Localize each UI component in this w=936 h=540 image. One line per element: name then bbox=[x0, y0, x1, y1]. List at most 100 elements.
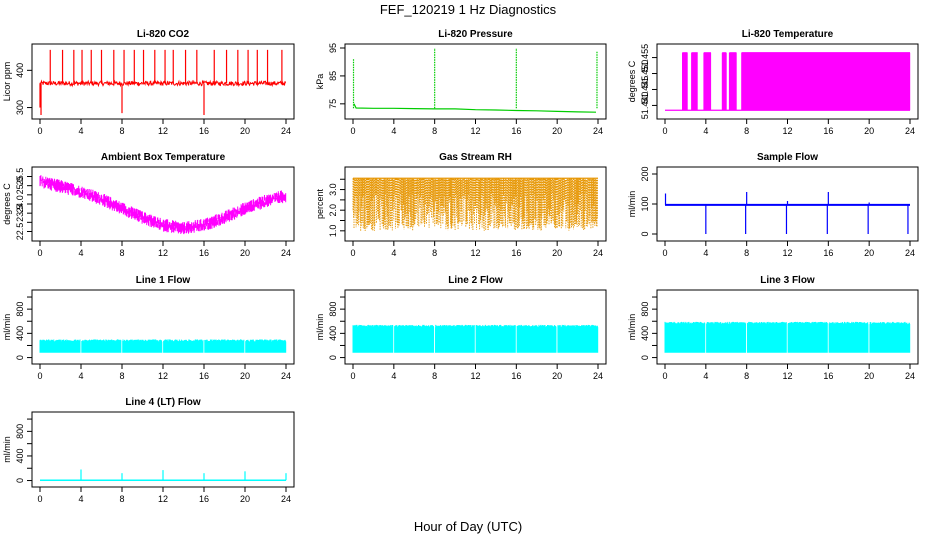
x-tick-label: 0 bbox=[662, 248, 667, 258]
x-tick-label: 20 bbox=[552, 126, 562, 136]
panel-line2: Line 2 Flow ml/min 0 4 8 12 16 20 24 0 400 800 bbox=[315, 275, 607, 381]
y-tick-label: 0 bbox=[15, 355, 25, 360]
x-tick-label: 20 bbox=[240, 248, 250, 258]
x-tick-label: 16 bbox=[199, 126, 209, 136]
x-tick-label: 0 bbox=[350, 371, 355, 381]
x-tick-label: 24 bbox=[593, 126, 603, 136]
x-tick-label: 8 bbox=[119, 494, 124, 504]
x-tick-label: 12 bbox=[782, 126, 792, 136]
y-tick-label: 75 bbox=[328, 99, 338, 109]
x-tick-label: 16 bbox=[823, 371, 833, 381]
panel-title: Ambient Box Temperature bbox=[101, 152, 226, 163]
x-tick-label: 24 bbox=[905, 371, 915, 381]
y-tick-label: 800 bbox=[15, 424, 25, 439]
panel-title: Line 2 Flow bbox=[448, 275, 503, 286]
series-band bbox=[703, 52, 712, 111]
figure-x-title: Hour of Day (UTC) bbox=[414, 519, 522, 534]
x-tick-label: 16 bbox=[511, 126, 521, 136]
y-tick-label: 800 bbox=[328, 302, 338, 317]
x-tick-label: 24 bbox=[281, 126, 291, 136]
x-tick-label: 4 bbox=[391, 371, 396, 381]
x-tick-label: 8 bbox=[432, 126, 437, 136]
x-tick-label: 8 bbox=[119, 126, 124, 136]
x-tick-label: 4 bbox=[391, 248, 396, 258]
panel-title: Line 4 (LT) Flow bbox=[125, 397, 201, 408]
y-axis-label: ml/min bbox=[315, 314, 325, 341]
x-tick-label: 12 bbox=[470, 248, 480, 258]
y-tick-label: 85 bbox=[328, 71, 338, 81]
y-tick-label: 51.450 bbox=[640, 60, 650, 88]
x-tick-label: 20 bbox=[864, 371, 874, 381]
y-tick-label: 23.5 bbox=[15, 204, 25, 222]
y-axis-label: ml/min bbox=[627, 191, 637, 218]
y-tick-label: 800 bbox=[15, 302, 25, 317]
x-tick-label: 12 bbox=[470, 371, 480, 381]
x-tick-label: 24 bbox=[593, 371, 603, 381]
panel-title: Line 1 Flow bbox=[136, 275, 191, 286]
y-tick-label: 400 bbox=[328, 326, 338, 341]
x-tick-label: 0 bbox=[662, 371, 667, 381]
panel-title: Li-820 Temperature bbox=[742, 29, 834, 40]
series-band bbox=[352, 178, 598, 231]
x-tick-label: 4 bbox=[703, 371, 708, 381]
x-tick-label: 16 bbox=[199, 371, 209, 381]
x-tick-label: 12 bbox=[782, 371, 792, 381]
x-tick-label: 8 bbox=[744, 248, 749, 258]
x-tick-label: 24 bbox=[905, 248, 915, 258]
panel-line1: Line 1 Flow ml/min 0 4 8 12 16 20 24 0 400 800 bbox=[2, 275, 295, 381]
series-line bbox=[39, 79, 286, 88]
x-tick-label: 12 bbox=[782, 248, 792, 258]
y-tick-label: 0 bbox=[15, 478, 25, 483]
panel-line4: Line 4 (LT) Flow ml/min 0 4 8 12 16 20 24 0 400 800 bbox=[2, 397, 295, 504]
series-band bbox=[682, 52, 688, 111]
x-tick-label: 12 bbox=[158, 126, 168, 136]
series-band bbox=[728, 52, 737, 111]
y-tick-label: 0 bbox=[640, 231, 650, 236]
x-tick-label: 4 bbox=[78, 126, 83, 136]
x-tick-label: 0 bbox=[37, 248, 42, 258]
panel-li_temp: Li-820 Temperature degrees C 0 4 8 12 16 20 24 51… bbox=[627, 29, 919, 136]
y-axis-label: degrees C bbox=[627, 60, 637, 102]
panel-rh: Gas Stream RH percent 0 4 8 12 16 20 24 1.0 2.0 3.0 bbox=[315, 152, 607, 258]
x-tick-label: 20 bbox=[552, 248, 562, 258]
y-tick-label: 300 bbox=[15, 100, 25, 115]
x-tick-label: 12 bbox=[158, 371, 168, 381]
y-tick-label: 24.0 bbox=[15, 195, 25, 213]
x-tick-label: 4 bbox=[78, 494, 83, 504]
panel-ambient: Ambient Box Temperature degrees C 0 4 8 12 16 2… bbox=[2, 152, 295, 258]
y-tick-label: 95 bbox=[328, 43, 338, 53]
y-tick-label: 51.455 bbox=[640, 44, 650, 72]
y-tick-label: 1.0 bbox=[328, 225, 338, 238]
series-band bbox=[352, 324, 599, 353]
y-axis-label: ml/min bbox=[2, 436, 12, 463]
y-axis-label: kPa bbox=[315, 74, 325, 90]
x-tick-label: 12 bbox=[470, 126, 480, 136]
x-tick-label: 8 bbox=[432, 371, 437, 381]
y-axis-label: degrees C bbox=[2, 183, 12, 225]
y-tick-label: 800 bbox=[640, 302, 650, 317]
x-tick-label: 16 bbox=[199, 248, 209, 258]
x-tick-label: 8 bbox=[432, 248, 437, 258]
x-tick-label: 0 bbox=[37, 126, 42, 136]
series-band bbox=[741, 52, 911, 111]
series-band bbox=[39, 339, 287, 353]
series-band bbox=[664, 321, 911, 353]
x-tick-label: 4 bbox=[78, 248, 83, 258]
y-axis-label: ml/min bbox=[627, 314, 637, 341]
x-tick-label: 24 bbox=[593, 248, 603, 258]
x-tick-label: 20 bbox=[240, 371, 250, 381]
x-tick-label: 20 bbox=[864, 248, 874, 258]
y-tick-label: 25.5 bbox=[15, 168, 25, 186]
x-tick-label: 0 bbox=[37, 494, 42, 504]
y-tick-label: 25.0 bbox=[15, 177, 25, 195]
x-tick-label: 16 bbox=[511, 248, 521, 258]
x-tick-label: 4 bbox=[703, 248, 708, 258]
y-tick-label: 2.0 bbox=[328, 204, 338, 217]
x-tick-label: 24 bbox=[281, 248, 291, 258]
y-tick-label: 0 bbox=[328, 355, 338, 360]
panel-pressure: Li-820 Pressure kPa 0 4 8 12 16 20 24 75 85 95 bbox=[315, 29, 607, 136]
plot-frame bbox=[31, 166, 295, 242]
panel-title: Gas Stream RH bbox=[439, 152, 512, 163]
